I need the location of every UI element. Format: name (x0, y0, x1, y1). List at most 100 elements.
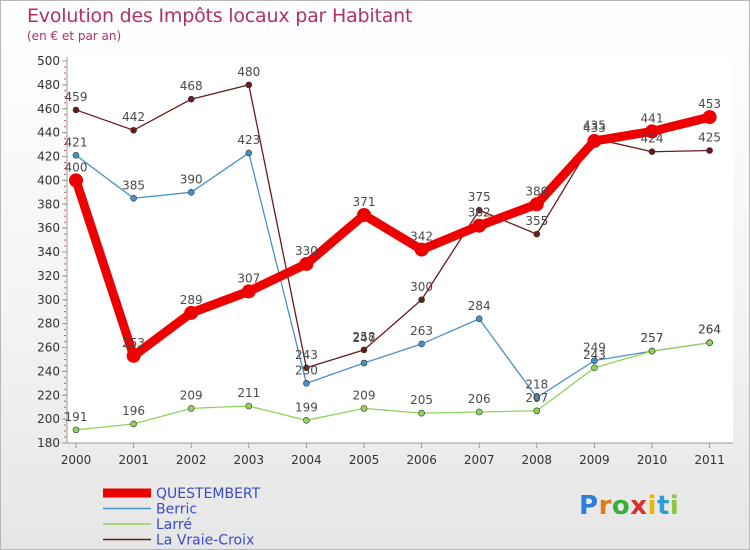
brand-letter-2: o (611, 491, 631, 521)
series-line-Larré (75, 342, 711, 431)
point-Berric-2005 (360, 359, 368, 367)
label-La Vraie-Croix-2002: 468 (180, 79, 203, 93)
chart-subtitle: (en € et par an) (27, 29, 122, 43)
point-La Vraie-Croix-2000 (72, 106, 80, 114)
label-La Vraie-Croix-2008: 355 (525, 214, 548, 228)
point-Berric-2001 (130, 194, 137, 202)
point-Berric-2003 (245, 149, 253, 157)
y-tick-label-380: 380 (37, 197, 60, 211)
point-QUESTEMBERT-2000 (69, 173, 83, 188)
y-tick-label-300: 300 (37, 293, 60, 307)
series-line-QUESTEMBERT (71, 112, 715, 361)
label-QUESTEMBERT-2010: 441 (641, 111, 664, 125)
point-La Vraie-Croix-2008 (533, 230, 541, 238)
label-La Vraie-Croix-2000: 459 (65, 90, 88, 104)
point-QUESTEMBERT-2002 (184, 305, 199, 320)
label-QUESTEMBERT-2004: 330 (295, 244, 318, 258)
label-Berric-2008: 218 (525, 378, 548, 392)
label-Larré-2006: 205 (410, 393, 433, 407)
label-La Vraie-Croix-2006: 300 (410, 280, 433, 294)
label-Berric-2000: 421 (65, 135, 88, 149)
point-Berric-2004 (303, 380, 310, 387)
point-Larré-2001 (130, 420, 137, 428)
label-La Vraie-Croix-2004: 243 (295, 348, 318, 362)
label-QUESTEMBERT-2002: 289 (180, 293, 203, 307)
point-Larré-2010 (648, 347, 656, 355)
label-Berric-2001: 385 (122, 178, 145, 192)
point-QUESTEMBERT-2003 (241, 284, 256, 299)
point-QUESTEMBERT-2005 (357, 207, 371, 222)
brand-letter-4: i (647, 491, 657, 521)
y-tick-label-500: 500 (37, 54, 60, 68)
y-tick-label-240: 240 (37, 364, 60, 378)
brand-letter-3: x (630, 491, 648, 521)
point-Berric-2000 (72, 152, 80, 159)
y-tick-label-260: 260 (37, 341, 60, 355)
point-Berric-2007 (475, 315, 483, 323)
point-QUESTEMBERT-2008 (529, 197, 544, 212)
label-Berric-2006: 263 (410, 324, 433, 338)
point-QUESTEMBERT-2010 (645, 124, 659, 139)
label-extra-2005: 247 (353, 331, 376, 345)
label-Larré-2009: 243 (583, 348, 606, 362)
label-La Vraie-Croix-2005: 258 (353, 330, 376, 344)
legend-label-Larré: Larré (156, 517, 192, 533)
point-La Vraie-Croix-2010 (648, 148, 656, 156)
y-tick-label-440: 440 (37, 126, 60, 140)
point-La Vraie-Croix-2011 (706, 147, 713, 154)
point-La Vraie-Croix-2002 (187, 95, 195, 103)
point-La Vraie-Croix-2001 (130, 126, 137, 134)
label-extra-2007: 362 (468, 206, 491, 220)
label-Berric-2007: 284 (468, 299, 491, 313)
point-La Vraie-Croix-2005 (360, 346, 368, 354)
y-tick-label-180: 180 (37, 436, 60, 450)
label-QUESTEMBERT-2003: 307 (237, 271, 260, 285)
point-Larré-2011 (706, 339, 713, 347)
y-tick-label-460: 460 (37, 102, 60, 116)
y-tick-label-200: 200 (37, 412, 60, 426)
brand-letter-1: r (598, 491, 612, 521)
x-tick-label-2011: 2011 (694, 453, 725, 467)
label-QUESTEMBERT-2006: 342 (410, 230, 433, 244)
label-QUESTEMBERT-2008: 380 (525, 184, 548, 198)
label-La Vraie-Croix-2010: 424 (641, 132, 664, 146)
x-tick-label-2006: 2006 (406, 453, 437, 467)
point-Larré-2007 (475, 408, 483, 416)
series-line-Berric (75, 152, 711, 399)
brand-letter-0: P (579, 491, 599, 521)
point-QUESTEMBERT-2004 (299, 256, 314, 271)
y-tick-label-220: 220 (37, 388, 60, 402)
label-Larré-2004: 199 (295, 400, 318, 414)
y-tick-label-340: 340 (37, 245, 60, 259)
brand-letter-5: t (656, 491, 670, 521)
legend-label-QUESTEMBERT: QUESTEMBERT (156, 486, 261, 502)
point-Larré-2003 (245, 402, 253, 410)
label-Berric-2002: 390 (180, 172, 203, 186)
y-tick-label-320: 320 (37, 269, 60, 283)
label-La Vraie-Croix-2003: 480 (237, 65, 260, 79)
point-Larré-2008 (533, 407, 541, 415)
point-Larré-2000 (72, 426, 80, 434)
label-QUESTEMBERT-2001: 253 (122, 336, 145, 350)
x-tick-label-2004: 2004 (291, 453, 322, 467)
point-Berric-2002 (187, 189, 195, 196)
label-Larré-2011: 264 (698, 323, 721, 337)
point-Larré-2005 (360, 405, 368, 412)
label-Larré-2003: 211 (237, 386, 260, 400)
label-Berric-2004: 230 (295, 363, 318, 377)
plot-area (67, 57, 733, 443)
label-QUESTEMBERT-2011: 453 (698, 97, 721, 111)
label-Larré-2005: 209 (353, 388, 376, 402)
label-La Vraie-Croix-2009: 435 (583, 119, 606, 133)
x-tick-label-2001: 2001 (118, 453, 149, 467)
y-tick-label-480: 480 (37, 78, 60, 92)
y-tick-label-280: 280 (37, 317, 60, 331)
point-La Vraie-Croix-2004 (303, 364, 310, 372)
label-Berric-2011: 264 (698, 323, 721, 337)
point-Berric-2006 (418, 340, 425, 348)
point-QUESTEMBERT-2006 (414, 242, 429, 257)
point-QUESTEMBERT-2011 (702, 110, 717, 125)
x-tick-label-2000: 2000 (61, 453, 92, 467)
point-Larré-2009 (591, 364, 598, 372)
